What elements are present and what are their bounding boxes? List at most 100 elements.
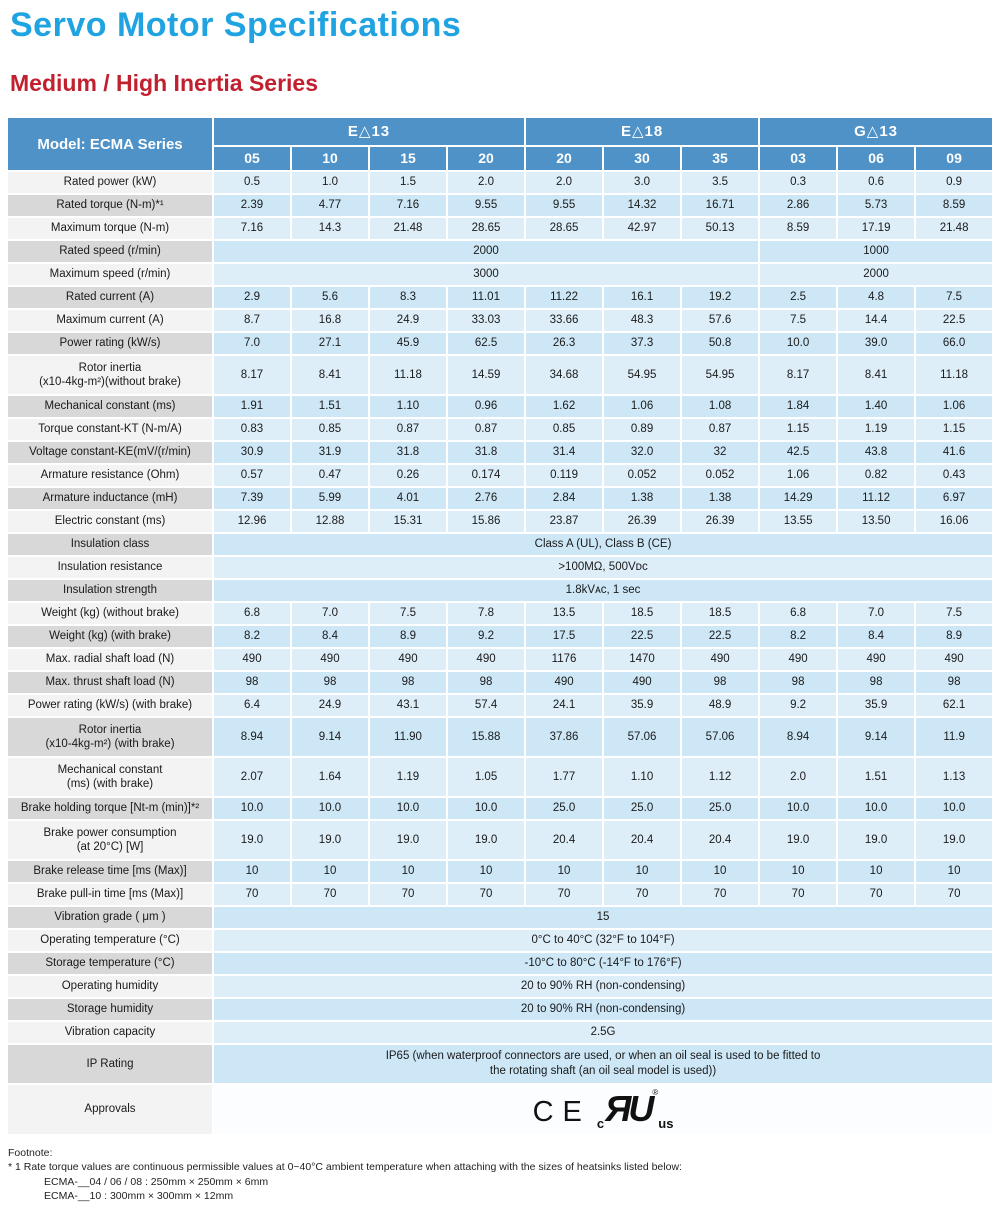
spec-value: 45.9 xyxy=(370,333,446,354)
spec-value: 0.3 xyxy=(760,172,837,193)
spec-value: 13.55 xyxy=(760,511,837,532)
spec-value: 50.8 xyxy=(682,333,759,354)
spec-value: CE cЯU® us xyxy=(214,1085,993,1134)
spec-value: 16.8 xyxy=(292,310,368,331)
spec-value: 21.48 xyxy=(916,218,993,239)
spec-value: 1.19 xyxy=(370,758,446,796)
spec-value: 33.03 xyxy=(448,310,525,331)
spec-value: 62.5 xyxy=(448,333,525,354)
spec-value: 34.68 xyxy=(526,356,603,394)
spec-value: 42.5 xyxy=(760,442,837,463)
model-series-header: Model: ECMA Series xyxy=(8,118,212,170)
ul-mark-icon: ЯU xyxy=(605,1088,654,1129)
table-row: Vibration grade ( μm ) 15 xyxy=(8,907,993,928)
row-label: Brake holding torque [Nt-m (min)]*² xyxy=(8,798,212,819)
spec-value: 1.08 xyxy=(682,396,759,417)
spec-value: 22.5 xyxy=(604,626,681,647)
spec-value: 6.8 xyxy=(760,603,837,624)
spec-value: 19.0 xyxy=(448,821,525,859)
spec-value: 0.052 xyxy=(604,465,681,486)
spec-value: 1.40 xyxy=(838,396,915,417)
spec-value: 5.73 xyxy=(838,195,915,216)
group-header-row: Model: ECMA Series E△13 E△18 G△13 xyxy=(8,118,993,170)
spec-value: 1176 xyxy=(526,649,603,670)
spec-value: 25.0 xyxy=(604,798,681,819)
spec-value: 8.59 xyxy=(760,218,837,239)
group-header-e18: E△18 xyxy=(526,118,759,145)
spec-value: 10.0 xyxy=(448,798,525,819)
table-row: Brake release time [ms (Max)] 10 10 10 10 10 1… xyxy=(8,861,993,882)
spec-value: 7.5 xyxy=(916,287,993,308)
spec-value: 2.39 xyxy=(214,195,290,216)
spec-value: 4.8 xyxy=(838,287,915,308)
spec-value: 16.1 xyxy=(604,287,681,308)
table-row: Voltage constant-KE(mV/(r/min) 30.9 31.9 31… xyxy=(8,442,993,463)
table-row: IP Rating IP65 (when waterproof connector… xyxy=(8,1045,993,1083)
spec-value: 54.95 xyxy=(682,356,759,394)
spec-value: 10 xyxy=(448,861,525,882)
spec-value: 7.5 xyxy=(370,603,446,624)
col-header-g13-06: 06 xyxy=(838,146,915,170)
spec-value: 98 xyxy=(448,672,525,693)
row-label: Voltage constant-KE(mV/(r/min) xyxy=(8,442,212,463)
spec-value: 70 xyxy=(526,884,603,905)
spec-value: 4.01 xyxy=(370,488,446,509)
row-label: Rated speed (r/min) xyxy=(8,241,212,262)
spec-value: 98 xyxy=(682,672,759,693)
row-label: Brake pull-in time [ms (Max)] xyxy=(8,884,212,905)
spec-value: 17.5 xyxy=(526,626,603,647)
spec-value: 2.0 xyxy=(526,172,603,193)
spec-value: 70 xyxy=(604,884,681,905)
spec-value: 20.4 xyxy=(604,821,681,859)
spec-table-header: Model: ECMA Series E△13 E△18 G△13 05 10 … xyxy=(8,118,993,170)
row-label: Vibration capacity xyxy=(8,1022,212,1043)
spec-value: 19.0 xyxy=(214,821,290,859)
col-header-g13-03: 03 xyxy=(760,146,837,170)
table-row: Armature inductance (mH) 7.39 5.99 4.01 2.76… xyxy=(8,488,993,509)
table-row: Brake power consumption (at 20°C) [W] 19.… xyxy=(8,821,993,859)
spec-value: 50.13 xyxy=(682,218,759,239)
spec-value: 490 xyxy=(370,649,446,670)
spec-value: 8.3 xyxy=(370,287,446,308)
table-row: Brake holding torque [Nt-m (min)]*² 10.0 1… xyxy=(8,798,993,819)
spec-value: 3000 xyxy=(214,264,759,285)
row-label: Maximum speed (r/min) xyxy=(8,264,212,285)
spec-value: 31.8 xyxy=(370,442,446,463)
row-label: Operating humidity xyxy=(8,976,212,997)
row-label: Approvals xyxy=(8,1085,212,1134)
spec-value: 32.0 xyxy=(604,442,681,463)
spec-value: 0.83 xyxy=(214,419,290,440)
spec-value: 57.6 xyxy=(682,310,759,331)
table-row: Mechanical constant (ms) 1.91 1.51 1.10 0.96… xyxy=(8,396,993,417)
spec-value: 62.1 xyxy=(916,695,993,716)
row-label: Mechanical constant (ms) (with brake) xyxy=(8,758,212,796)
table-row: Power rating (kW/s) 7.0 27.1 45.9 62.5 26.3 37… xyxy=(8,333,993,354)
spec-value: 14.32 xyxy=(604,195,681,216)
row-label: Rotor inertia (x10-4kg-m²)(without brake… xyxy=(8,356,212,394)
row-label: Power rating (kW/s) (with brake) xyxy=(8,695,212,716)
spec-value: 48.3 xyxy=(604,310,681,331)
footnote-line: ECMA-__04 / 06 / 08 : 250mm × 250mm × 6m… xyxy=(44,1175,269,1188)
spec-value: 33.66 xyxy=(526,310,603,331)
spec-value: 10 xyxy=(916,861,993,882)
spec-value: 98 xyxy=(916,672,993,693)
col-header-e18-35: 35 xyxy=(682,146,759,170)
row-label: Mechanical constant (ms) xyxy=(8,396,212,417)
spec-value: 7.0 xyxy=(214,333,290,354)
spec-value: >100MΩ, 500Vᴅᴄ xyxy=(214,557,993,578)
spec-value: IP65 (when waterproof connectors are use… xyxy=(214,1045,993,1083)
row-label: Brake power consumption (at 20°C) [W] xyxy=(8,821,212,859)
spec-value: 1.19 xyxy=(838,419,915,440)
row-label: Max. thrust shaft load (N) xyxy=(8,672,212,693)
spec-value: 18.5 xyxy=(604,603,681,624)
spec-value: 490 xyxy=(526,672,603,693)
spec-value: 5.99 xyxy=(292,488,368,509)
spec-value: 98 xyxy=(760,672,837,693)
spec-value: 2.84 xyxy=(526,488,603,509)
table-row: Power rating (kW/s) (with brake) 6.4 24.9 4… xyxy=(8,695,993,716)
spec-value: 1.62 xyxy=(526,396,603,417)
page-title: Servo Motor Specifications xyxy=(10,6,462,44)
row-label: Insulation resistance xyxy=(8,557,212,578)
spec-table-body: Rated power (kW) 0.5 1.0 1.5 2.0 2.0 3.0 3.5 0.3… xyxy=(8,172,993,1134)
ul-c-label: c xyxy=(596,1116,605,1131)
